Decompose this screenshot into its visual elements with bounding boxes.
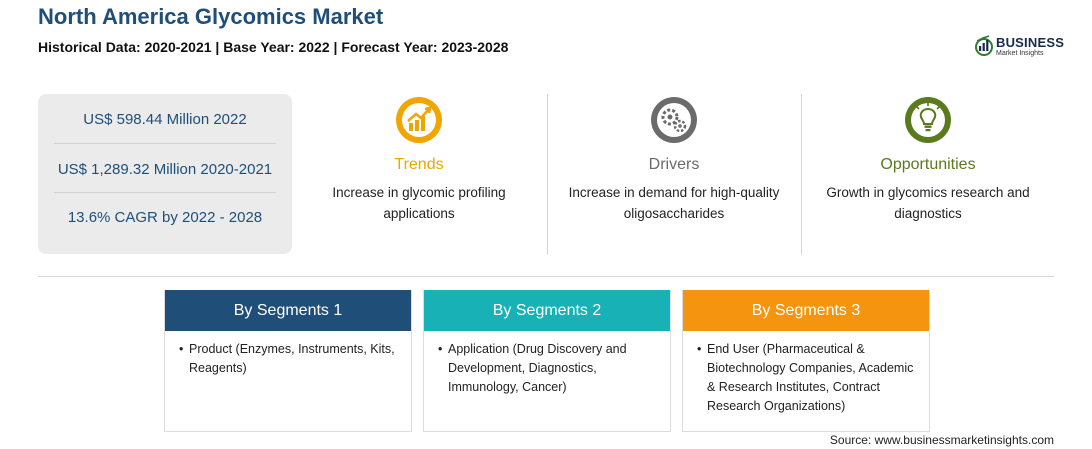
card-opportunities: Opportunities Growth in glycomics resear… (808, 95, 1048, 224)
card-description-drivers: Increase in demand for high-quality olig… (568, 185, 780, 221)
card-drivers: Drivers Increase in demand for high-qual… (554, 95, 794, 224)
segment-item-text: Product (Enzymes, Instruments, Kits, Rea… (189, 342, 395, 375)
growth-chart-icon (396, 97, 442, 143)
logo-line-1: BUSINESS (996, 34, 1065, 50)
stat-divider (54, 143, 276, 144)
card-heading-opportunities: Opportunities (880, 156, 976, 173)
stat-market-size-2022: US$ 598.44 Million 2022 (83, 111, 247, 128)
page-subtitle: Historical Data: 2020-2021 | Base Year: … (38, 39, 509, 55)
lightbulb-icon (905, 97, 951, 143)
stat-cagr: 13.6% CAGR by 2022 - 2028 (67, 209, 263, 226)
page-title: North America Glycomics Market (38, 4, 384, 29)
segment-item-text: End User (Pharmaceutical & Biotechnology… (707, 342, 914, 413)
segment-card-1: By Segments 1 • Product (Enzymes, Instru… (164, 290, 412, 432)
card-description-opportunities: Growth in glycomics research and diagnos… (826, 185, 1030, 221)
bullet-icon: • (697, 342, 702, 356)
segment-item-text: Application (Drug Discovery and Developm… (448, 342, 627, 394)
source-citation: Source: www.businessmarketinsights.com (829, 433, 1054, 447)
card-heading-drivers: Drivers (648, 156, 700, 173)
list-item: • Application (Drug Discovery and Develo… (438, 340, 660, 397)
segment-card-3: By Segments 3 • End User (Pharmaceutical… (682, 290, 930, 432)
gears-icon (651, 97, 697, 143)
segment-header-2: By Segments 2 (424, 290, 670, 331)
card-heading-trends: Trends (394, 156, 444, 173)
list-item: • End User (Pharmaceutical & Biotechnolo… (697, 340, 919, 416)
list-item: • Product (Enzymes, Instruments, Kits, R… (179, 340, 401, 378)
brand-logo: BUSINESS Market Insights (974, 35, 1064, 57)
market-stats-panel: US$ 598.44 Million 2022 US$ 1,289.32 Mil… (38, 94, 292, 254)
section-divider (38, 276, 1054, 277)
segment-card-2: By Segments 2 • Application (Drug Discov… (423, 290, 671, 432)
card-trends: Trends Increase in glycomic profiling ap… (299, 95, 539, 224)
bullet-icon: • (179, 342, 184, 356)
stat-divider (54, 192, 276, 193)
bullet-icon: • (438, 342, 443, 356)
card-description-trends: Increase in glycomic profiling applicati… (332, 185, 506, 221)
segment-header-1: By Segments 1 (165, 290, 411, 331)
stat-market-size-historical: US$ 1,289.32 Million 2020-2021 (57, 161, 273, 178)
logo-line-2: Market Insights (996, 49, 1044, 57)
vertical-divider (801, 94, 802, 255)
globe-icon (975, 35, 993, 56)
vertical-divider (547, 94, 548, 255)
segment-header-3: By Segments 3 (683, 290, 929, 331)
